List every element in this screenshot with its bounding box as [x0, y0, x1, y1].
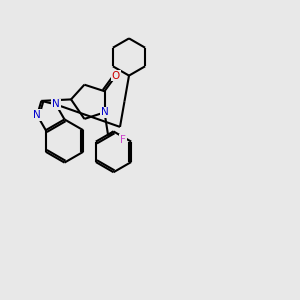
Text: N: N [100, 107, 108, 117]
Text: N: N [33, 110, 41, 120]
Text: N: N [52, 99, 60, 110]
Text: O: O [112, 70, 120, 81]
Text: F: F [120, 135, 126, 145]
